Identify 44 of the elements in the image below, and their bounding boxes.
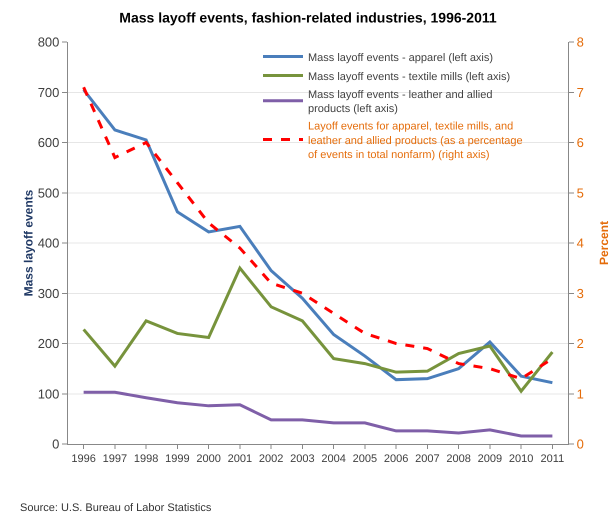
- line-series: [82, 266, 554, 393]
- y-tick-label: 200: [38, 336, 60, 352]
- y2-tick-label: 3: [576, 286, 584, 301]
- x-tick-label: 2010: [508, 453, 534, 466]
- source-note: Source: U.S. Bureau of Labor Statistics: [20, 502, 212, 514]
- x-tick-label: 1997: [102, 453, 128, 466]
- x-tick-label: 2000: [196, 453, 221, 466]
- y-tick-label: 300: [38, 286, 60, 301]
- y-tick-label: 600: [38, 135, 60, 150]
- y2-tick-label: 7: [576, 84, 584, 100]
- x-tick-label: 2009: [478, 453, 502, 466]
- y2-tick-label: 1: [576, 386, 584, 402]
- legend-label: Mass layoff events - textile mills (left axis): [308, 70, 510, 83]
- y2-tick-label: 2: [576, 336, 584, 352]
- y-tick-label: 700: [38, 84, 60, 100]
- x-tick-label: 2006: [384, 453, 408, 466]
- y-tick-label: 500: [38, 185, 60, 200]
- x-tick-label: 2011: [540, 453, 564, 466]
- y-tick-label: 100: [38, 386, 60, 402]
- legend-label: Mass layoff events - apparel (left axis): [308, 52, 494, 64]
- y-tick-label: 0: [52, 436, 60, 452]
- y2-tick-label: 6: [576, 135, 584, 150]
- x-tick-label: 1999: [165, 453, 190, 466]
- x-tick-label: 2003: [290, 453, 315, 466]
- legend-label: Mass layoff events - leather and allied products (left axis): [308, 88, 492, 116]
- y2-tick-label: 5: [576, 185, 584, 200]
- x-tick-label: 1998: [134, 453, 158, 466]
- x-tick-label: 2001: [228, 453, 252, 466]
- y2-axis-title: Percent: [597, 220, 611, 266]
- y-axis-title: Mass layoff events: [22, 189, 36, 296]
- x-tick-label: 2005: [352, 453, 378, 466]
- x-tick-label: 2007: [415, 453, 440, 466]
- chart-title: Mass layoff events, fashion-related industries, 1996-2011: [119, 10, 497, 26]
- x-tick-label: 2008: [446, 453, 471, 466]
- x-tick-label: 1996: [71, 453, 96, 466]
- legend-label: Layoff events for apparel, textile mills, and leather and allied products (as a percentage of events in total nonfarm) (right axis): [308, 120, 523, 162]
- y2-tick-label: 0: [576, 436, 584, 452]
- y-tick-label: 400: [38, 236, 60, 251]
- x-tick-label: 2002: [258, 453, 284, 466]
- line-series: [82, 390, 554, 438]
- x-tick-label: 2004: [321, 453, 346, 466]
- y2-tick-label: 4: [576, 236, 584, 251]
- y2-tick-label: 8: [576, 34, 584, 50]
- y-tick-label: 800: [38, 34, 60, 50]
